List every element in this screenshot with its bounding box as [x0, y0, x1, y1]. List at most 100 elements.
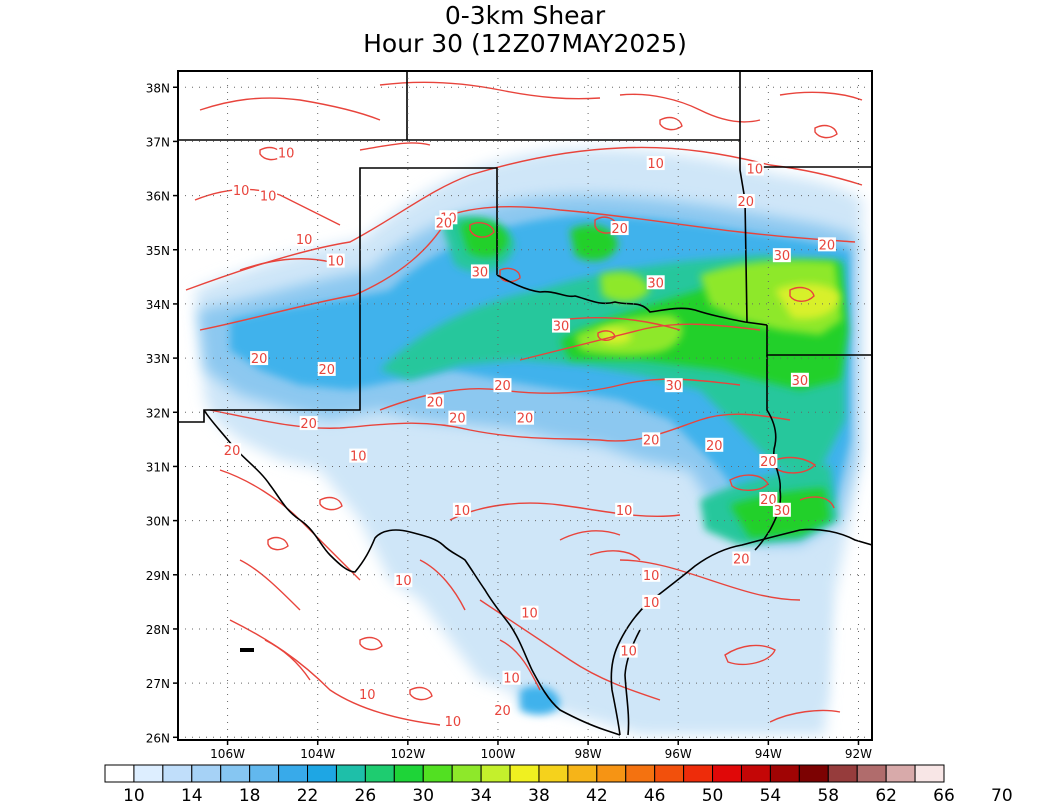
svg-text:10: 10: [359, 688, 376, 703]
colorbar-swatch: [249, 764, 280, 783]
colorbar-label: 22: [297, 786, 319, 806]
colorbar-label: 42: [586, 786, 608, 806]
lon-tick-label: 98W: [575, 747, 602, 761]
svg-text:20: 20: [494, 379, 511, 394]
contour-label: 30: [664, 378, 683, 394]
lon-tick-label: 102W: [390, 747, 425, 761]
contour-label: 30: [790, 372, 809, 389]
lat-tick-label: 30N: [146, 515, 170, 529]
colorbar-label: 70: [991, 786, 1013, 806]
lat-tick-label: 29N: [146, 569, 170, 583]
contour-label: 20: [736, 194, 755, 210]
colorbar-swatch: [769, 764, 800, 783]
contour-label: 10: [232, 183, 251, 199]
contour-label: 20: [434, 215, 453, 232]
svg-text:10: 10: [521, 607, 538, 622]
colorbar-swatch: [220, 764, 251, 783]
contour-label: 20: [223, 443, 242, 459]
colorbar-label: 50: [702, 786, 724, 806]
colorbar-swatch: [914, 764, 945, 783]
svg-text:30: 30: [792, 374, 809, 389]
colorbar-swatch: [798, 764, 829, 783]
colorbar-label: 30: [412, 786, 434, 806]
svg-text:20: 20: [733, 553, 750, 568]
svg-text:10: 10: [278, 146, 295, 161]
svg-text:20: 20: [517, 412, 534, 427]
colorbar-swatch: [683, 764, 714, 783]
contour-label: 10: [452, 502, 471, 519]
svg-text:10: 10: [503, 672, 520, 687]
lon-tick-label: 106W: [210, 747, 245, 761]
lat-tick-label: 28N: [146, 623, 170, 637]
svg-text:20: 20: [760, 455, 777, 470]
contour-label: 20: [250, 351, 269, 367]
svg-text:30: 30: [774, 504, 791, 519]
contour-label: 10: [520, 605, 539, 622]
svg-text:20: 20: [643, 433, 660, 448]
contour-label: 20: [817, 237, 836, 253]
contour-label: 10: [259, 188, 278, 205]
contour-label: 20: [493, 378, 512, 394]
chart-subtitle: Hour 30 (12Z07MAY2025): [363, 29, 687, 58]
colorbar-swatch: [654, 764, 685, 783]
svg-text:30: 30: [647, 276, 664, 291]
svg-text:20: 20: [611, 222, 628, 237]
svg-text:30: 30: [553, 320, 570, 335]
colorbar-swatch: [422, 764, 453, 783]
svg-text:10: 10: [643, 596, 660, 611]
colorbar-swatch: [133, 764, 164, 783]
contour-label: 20: [610, 221, 629, 237]
lon-tick-label: 92W: [845, 747, 872, 761]
svg-text:10: 10: [395, 574, 412, 589]
contour-label: 20: [705, 437, 724, 454]
colorbar-label: 46: [644, 786, 666, 806]
colorbar-label: 38: [528, 786, 550, 806]
colorbar-label: 26: [355, 786, 377, 806]
lat-tick-label: 32N: [146, 406, 170, 420]
lat-tick-label: 36N: [146, 190, 170, 204]
lat-tick-label: 38N: [146, 81, 170, 95]
lake-shape: [240, 648, 254, 652]
lat-tick-label: 27N: [146, 677, 170, 691]
svg-text:20: 20: [427, 395, 444, 410]
contour-label: 20: [317, 361, 336, 378]
colorbar-swatch: [104, 764, 135, 783]
contour-label: 20: [759, 491, 778, 508]
contour-label: 20: [732, 551, 751, 568]
contour-labels: 1010101010102030101020203030203030302020…: [223, 145, 836, 730]
contour-label: 20: [493, 703, 512, 719]
svg-text:10: 10: [327, 255, 344, 270]
contour-label: 10: [745, 161, 764, 178]
political-borders: [178, 71, 872, 740]
longitude-labels: 106W 104W 102W 100W 98W 96W 94W 92W: [210, 740, 872, 761]
contour-label: 10: [619, 643, 638, 660]
colorbar-swatch: [538, 764, 569, 783]
colorbar-swatch: [712, 764, 742, 783]
colorbar-swatch: [509, 764, 540, 783]
lat-tick-label: 34N: [146, 298, 170, 312]
contour-label: 30: [470, 264, 489, 280]
colorbar-swatch: [364, 764, 395, 783]
colorbar-swatch: [625, 764, 656, 783]
contour-label: 20: [448, 410, 467, 427]
contour-label: 20: [759, 454, 778, 470]
colorbar-swatch: [451, 764, 482, 783]
svg-text:20: 20: [494, 704, 511, 719]
colorbar-swatch: [596, 764, 627, 783]
svg-text:10: 10: [616, 504, 633, 519]
svg-text:30: 30: [665, 379, 682, 394]
colorbar-label: 58: [817, 786, 839, 806]
colorbar-swatch: [278, 764, 309, 783]
lat-tick-label: 26N: [146, 731, 170, 745]
svg-text:10: 10: [454, 504, 471, 519]
svg-text:10: 10: [620, 645, 637, 660]
colorbar-label: 62: [875, 786, 897, 806]
colorbar-swatch: [307, 764, 337, 783]
contour-label: 10: [642, 594, 661, 611]
svg-text:20: 20: [251, 352, 268, 367]
svg-text:10: 10: [350, 450, 367, 465]
contour-label: 10: [295, 231, 314, 248]
map-frame: [177, 70, 873, 741]
svg-text:20: 20: [318, 363, 335, 378]
